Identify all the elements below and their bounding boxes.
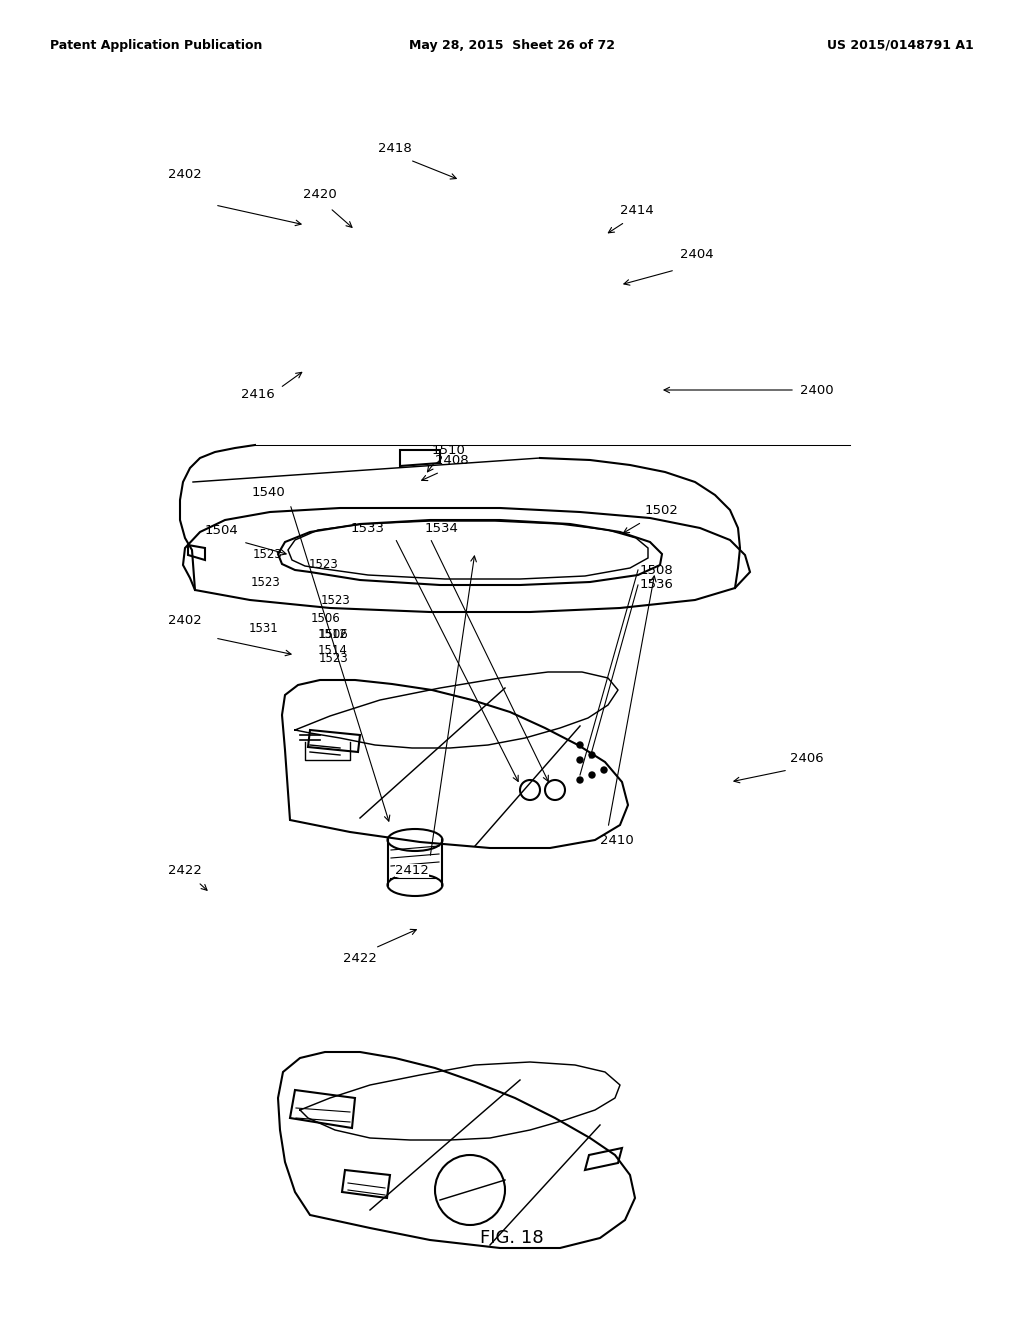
Text: 1534: 1534 — [425, 521, 459, 535]
Text: 2400: 2400 — [800, 384, 834, 396]
Circle shape — [577, 756, 583, 763]
Text: 2404: 2404 — [680, 248, 714, 261]
Text: 1540: 1540 — [251, 486, 285, 499]
Text: 1531: 1531 — [248, 622, 278, 635]
Text: 1506: 1506 — [318, 628, 348, 642]
Circle shape — [589, 772, 595, 777]
Text: 2408: 2408 — [435, 454, 469, 466]
Text: 2422: 2422 — [343, 952, 377, 965]
Text: 1512: 1512 — [318, 628, 348, 642]
Text: 2420: 2420 — [303, 189, 337, 202]
Text: 1514: 1514 — [318, 644, 348, 656]
Text: 1510: 1510 — [432, 444, 466, 457]
Text: 2402: 2402 — [168, 614, 202, 627]
Circle shape — [589, 752, 595, 758]
Text: 2422: 2422 — [168, 863, 202, 876]
Text: 2412: 2412 — [395, 863, 429, 876]
Text: 1536: 1536 — [640, 578, 674, 591]
Text: 1523: 1523 — [252, 549, 282, 561]
Circle shape — [577, 742, 583, 748]
Text: 1506: 1506 — [310, 611, 340, 624]
Text: 1504: 1504 — [204, 524, 238, 536]
Text: 2418: 2418 — [378, 141, 412, 154]
Text: 1523: 1523 — [250, 577, 280, 590]
Text: 1523: 1523 — [321, 594, 350, 606]
Text: US 2015/0148791 A1: US 2015/0148791 A1 — [827, 38, 974, 51]
Text: 1523: 1523 — [308, 558, 338, 572]
Text: 1523: 1523 — [318, 652, 348, 664]
Text: Patent Application Publication: Patent Application Publication — [50, 38, 262, 51]
Text: 2416: 2416 — [242, 388, 275, 401]
Text: 2410: 2410 — [600, 833, 634, 846]
Text: 2402: 2402 — [168, 169, 202, 181]
Text: 2406: 2406 — [790, 751, 823, 764]
Text: May 28, 2015  Sheet 26 of 72: May 28, 2015 Sheet 26 of 72 — [409, 38, 615, 51]
Text: FIG. 18: FIG. 18 — [480, 1229, 544, 1247]
Text: 1508: 1508 — [640, 564, 674, 577]
Text: 1502: 1502 — [645, 503, 679, 516]
Text: 2414: 2414 — [620, 203, 653, 216]
Circle shape — [577, 777, 583, 783]
Circle shape — [601, 767, 607, 774]
Text: 1533: 1533 — [351, 521, 385, 535]
